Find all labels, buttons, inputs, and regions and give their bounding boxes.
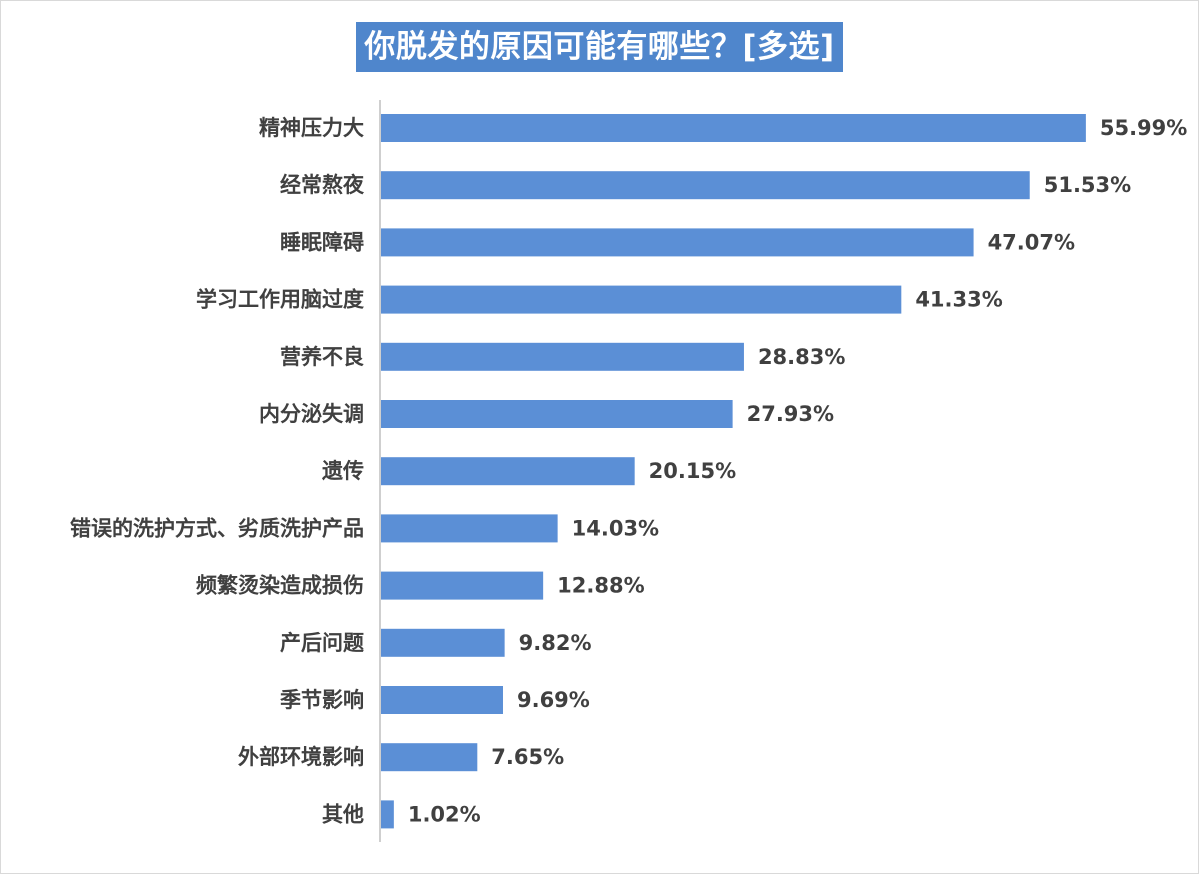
category-label: 频繁烫染造成损伤 <box>196 574 364 598</box>
value-label: 28.83% <box>758 345 845 369</box>
category-label: 其他 <box>322 802 364 826</box>
bar <box>381 457 635 486</box>
bar <box>381 171 1030 200</box>
bar <box>381 228 974 257</box>
value-label: 47.07% <box>988 230 1075 254</box>
bar <box>381 285 902 314</box>
bar <box>381 628 505 657</box>
value-label: 20.15% <box>649 459 736 483</box>
value-label: 41.33% <box>915 288 1002 312</box>
value-label: 1.02% <box>408 802 481 826</box>
category-label: 学习工作用脑过度 <box>196 288 364 312</box>
bar <box>381 514 558 543</box>
value-label: 9.82% <box>519 631 592 655</box>
category-label: 产后问题 <box>280 631 365 655</box>
value-label: 51.53% <box>1044 173 1131 197</box>
category-label: 季节影响 <box>280 688 364 712</box>
bar <box>381 400 733 428</box>
category-label: 内分泌失调 <box>259 402 364 426</box>
chart-title: 你脱发的原因可能有哪些？[多选] <box>356 22 843 72</box>
value-label: 14.03% <box>572 516 659 540</box>
bar <box>381 800 394 829</box>
value-label: 12.88% <box>557 574 644 598</box>
value-label: 7.65% <box>491 745 564 769</box>
value-label: 9.69% <box>517 688 590 712</box>
category-label: 睡眠障碍 <box>280 230 364 254</box>
category-label: 经常熬夜 <box>280 173 365 197</box>
category-label: 精神压力大 <box>259 116 364 140</box>
category-label: 外部环境影响 <box>238 745 364 769</box>
category-label: 营养不良 <box>280 345 364 369</box>
category-label: 错误的洗护方式、劣质洗护产品 <box>70 516 364 540</box>
bar <box>381 571 544 600</box>
bar <box>381 114 1086 142</box>
value-label: 55.99% <box>1100 116 1187 140</box>
bar <box>381 686 503 714</box>
chart-title-wrap: 你脱发的原因可能有哪些？[多选] <box>0 22 1199 72</box>
bar <box>381 743 478 772</box>
bar <box>381 342 744 371</box>
value-label: 27.93% <box>747 402 834 426</box>
category-label: 遗传 <box>321 459 364 483</box>
